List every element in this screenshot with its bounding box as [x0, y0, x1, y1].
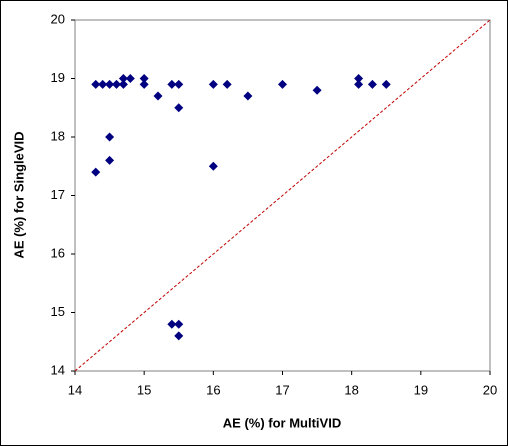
marker [139, 79, 149, 89]
x-axis-title: AE (%) for MultiVID [223, 415, 341, 430]
marker [312, 85, 322, 95]
marker [98, 79, 108, 89]
marker [208, 161, 218, 171]
marker [167, 319, 177, 329]
y-tick-label: 20 [51, 11, 65, 26]
marker [91, 167, 101, 177]
x-tick-label: 18 [344, 382, 358, 397]
marker [174, 319, 184, 329]
marker [91, 79, 101, 89]
y-axis-title: AE (%) for SingleVID [11, 131, 26, 258]
x-tick-label: 20 [483, 382, 497, 397]
x-tick-label: 17 [275, 382, 289, 397]
y-tick-label: 14 [51, 362, 65, 377]
reference-line [74, 19, 491, 372]
y-tick-label: 19 [51, 70, 65, 85]
marker [105, 79, 115, 89]
marker [174, 331, 184, 341]
marker [167, 79, 177, 89]
marker [381, 79, 391, 89]
marker [222, 79, 232, 89]
marker [105, 132, 115, 142]
marker [174, 79, 184, 89]
marker [208, 79, 218, 89]
marker [139, 74, 149, 83]
y-tick-label: 18 [51, 128, 65, 143]
x-tick-label: 19 [414, 382, 428, 397]
y-tick-label: 17 [51, 187, 65, 202]
marker [278, 79, 287, 89]
marker [118, 79, 128, 89]
marker [112, 79, 121, 89]
x-tick-label: 15 [137, 382, 151, 397]
marker [125, 74, 135, 83]
marker [354, 79, 364, 89]
x-tick-label: 14 [68, 382, 82, 397]
marker [367, 79, 377, 89]
x-tick-label: 16 [206, 382, 220, 397]
y-tick-label: 15 [51, 304, 65, 319]
marker [118, 74, 128, 83]
marker [354, 74, 364, 83]
y-tick-label: 16 [51, 245, 65, 260]
marker [153, 91, 163, 101]
marker [243, 91, 253, 101]
marker [105, 155, 115, 165]
marker [174, 103, 184, 113]
